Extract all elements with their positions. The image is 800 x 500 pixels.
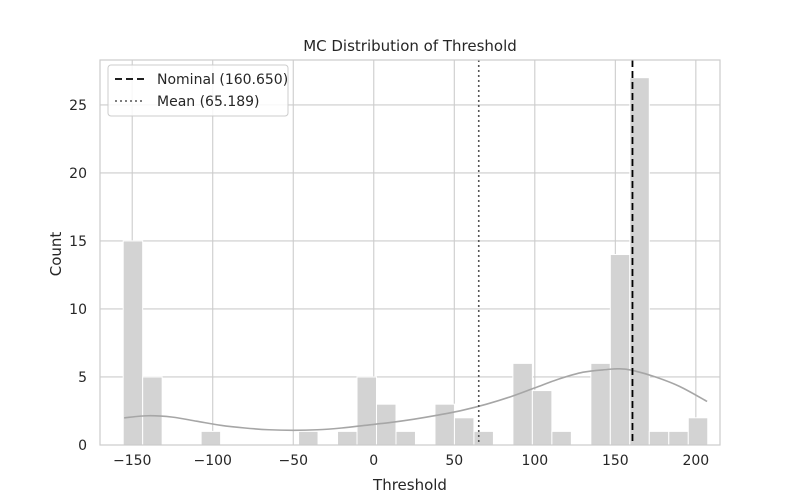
chart-title: MC Distribution of Threshold bbox=[303, 37, 517, 55]
histogram-bar bbox=[396, 431, 415, 445]
histogram-bar bbox=[669, 431, 688, 445]
y-tick-label: 5 bbox=[78, 370, 87, 386]
histogram-bar bbox=[377, 404, 396, 445]
histogram-bar bbox=[435, 404, 454, 445]
y-tick-label: 25 bbox=[69, 98, 87, 114]
y-tick-label: 20 bbox=[69, 166, 87, 182]
x-tick-label: 0 bbox=[369, 453, 378, 469]
histogram-bar bbox=[357, 377, 376, 445]
histogram-bar bbox=[513, 363, 532, 445]
y-tick-label: 15 bbox=[69, 234, 87, 250]
legend-nominal-label: Nominal (160.650) bbox=[157, 72, 288, 88]
x-tick-label: 150 bbox=[602, 453, 629, 469]
x-axis-ticks: −150 −100 −50 0 50 100 150 200 bbox=[113, 453, 709, 469]
x-tick-label: 200 bbox=[682, 453, 709, 469]
histogram-bar bbox=[143, 377, 162, 445]
histogram-bar bbox=[591, 363, 610, 445]
y-tick-label: 10 bbox=[69, 302, 87, 318]
histogram-bar bbox=[610, 255, 629, 445]
histogram-bar bbox=[454, 418, 473, 445]
histogram-bar bbox=[338, 431, 357, 445]
x-tick-label: −150 bbox=[113, 453, 151, 469]
y-axis-ticks: 0 5 10 15 20 25 bbox=[69, 98, 87, 454]
x-tick-label: −50 bbox=[278, 453, 308, 469]
histogram-bar bbox=[299, 431, 318, 445]
histogram-bar bbox=[552, 431, 571, 445]
legend-mean-label: Mean (65.189) bbox=[157, 94, 260, 110]
y-axis-label: Count bbox=[47, 232, 65, 277]
x-tick-label: 50 bbox=[445, 453, 463, 469]
histogram-bars bbox=[123, 78, 708, 445]
histogram-bar bbox=[201, 431, 220, 445]
histogram-bar bbox=[474, 431, 493, 445]
histogram-bar bbox=[649, 431, 668, 445]
x-tick-label: 100 bbox=[521, 453, 548, 469]
histogram-bar bbox=[532, 391, 551, 445]
x-axis-label: Threshold bbox=[372, 476, 447, 494]
x-tick-label: −100 bbox=[194, 453, 232, 469]
histogram-bar bbox=[688, 418, 707, 445]
legend: Nominal (160.650) Mean (65.189) bbox=[108, 65, 288, 116]
y-tick-label: 0 bbox=[78, 438, 87, 454]
histogram-bar bbox=[123, 241, 142, 445]
